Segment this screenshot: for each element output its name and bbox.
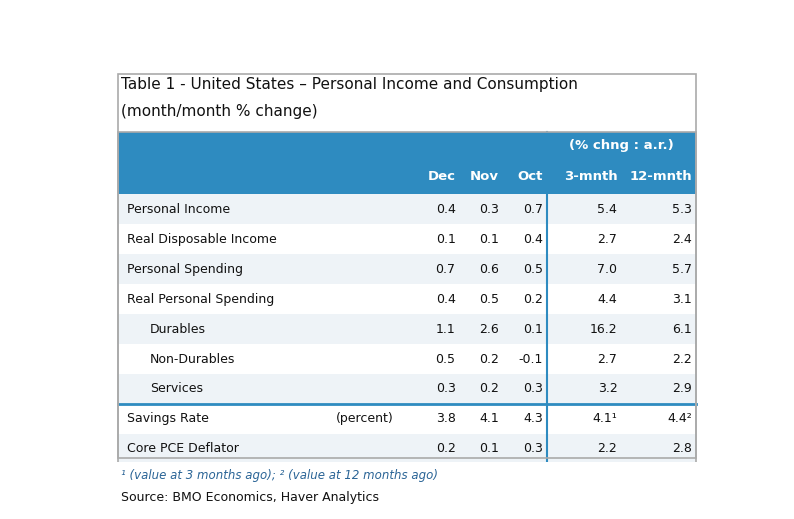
Text: 2.6: 2.6 [480,322,499,335]
Text: 4.4²: 4.4² [667,413,692,426]
Text: 0.2: 0.2 [480,383,499,395]
Text: Oct: Oct [518,170,543,183]
Text: 0.1: 0.1 [480,442,499,455]
Text: Real Disposable Income: Real Disposable Income [127,233,276,245]
Text: 0.2: 0.2 [436,442,456,455]
Text: 0.4: 0.4 [436,202,456,215]
Bar [118,314,696,344]
Bar [118,344,696,374]
Bar [118,284,696,314]
Text: 0.2: 0.2 [480,352,499,365]
Text: Durables: Durables [150,322,206,335]
Bar [118,254,696,284]
Text: 3.1: 3.1 [672,293,692,306]
Text: Source: BMO Economics, Haver Analytics: Source: BMO Economics, Haver Analytics [121,491,379,504]
Bar [118,374,696,404]
Bar [118,194,696,224]
Text: Personal Income: Personal Income [127,202,230,215]
Text: 3.8: 3.8 [436,413,456,426]
Text: 0.7: 0.7 [436,263,456,276]
Text: 0.4: 0.4 [523,233,543,245]
Text: Personal Spending: Personal Spending [127,263,243,276]
Text: 0.6: 0.6 [480,263,499,276]
Text: Nov: Nov [470,170,499,183]
Text: (month/month % change): (month/month % change) [121,104,318,119]
Text: 0.3: 0.3 [523,383,543,395]
Bar [118,404,696,434]
Text: 3.2: 3.2 [598,383,618,395]
Text: 12-mnth: 12-mnth [629,170,692,183]
Text: 2.4: 2.4 [672,233,692,245]
Text: ¹ (value at 3 months ago); ² (value at 12 months ago): ¹ (value at 3 months ago); ² (value at 1… [121,469,437,482]
Text: 2.7: 2.7 [598,352,618,365]
Text: (percent): (percent) [336,413,394,426]
Bar [118,132,696,194]
Text: 0.5: 0.5 [436,352,456,365]
Text: Core PCE Deflator: Core PCE Deflator [127,442,239,455]
Text: 7.0: 7.0 [597,263,618,276]
Text: 0.5: 0.5 [523,263,543,276]
Text: 16.2: 16.2 [590,322,618,335]
Text: 6.1: 6.1 [672,322,692,335]
Text: 0.5: 0.5 [480,293,499,306]
Text: 0.1: 0.1 [523,322,543,335]
Text: 5.3: 5.3 [672,202,692,215]
Text: (% chng : a.r.): (% chng : a.r.) [569,139,674,152]
Text: Real Personal Spending: Real Personal Spending [127,293,274,306]
Text: 2.2: 2.2 [672,352,692,365]
Text: 5.4: 5.4 [598,202,618,215]
Bar [118,132,696,464]
Text: 4.1: 4.1 [480,413,499,426]
Text: 0.3: 0.3 [480,202,499,215]
Text: 3-mnth: 3-mnth [564,170,618,183]
Text: Services: Services [150,383,202,395]
Text: 0.1: 0.1 [436,233,456,245]
Text: Non-Durables: Non-Durables [150,352,235,365]
Text: Table 1 - United States – Personal Income and Consumption: Table 1 - United States – Personal Incom… [121,77,578,92]
Text: -0.1: -0.1 [518,352,543,365]
Text: Savings Rate: Savings Rate [127,413,209,426]
Text: 4.4: 4.4 [598,293,618,306]
Text: 4.3: 4.3 [523,413,543,426]
Bar [118,224,696,254]
Text: 0.3: 0.3 [523,442,543,455]
Text: 0.7: 0.7 [523,202,543,215]
Text: 2.7: 2.7 [598,233,618,245]
Text: 1.1: 1.1 [436,322,456,335]
Text: 0.4: 0.4 [436,293,456,306]
Text: 4.1¹: 4.1¹ [592,413,618,426]
Text: 5.7: 5.7 [672,263,692,276]
Bar [118,434,696,464]
Text: 0.1: 0.1 [480,233,499,245]
Text: Dec: Dec [427,170,456,183]
Text: 2.9: 2.9 [672,383,692,395]
Text: 2.2: 2.2 [598,442,618,455]
Text: 0.2: 0.2 [523,293,543,306]
Text: 0.3: 0.3 [436,383,456,395]
Text: 2.8: 2.8 [672,442,692,455]
